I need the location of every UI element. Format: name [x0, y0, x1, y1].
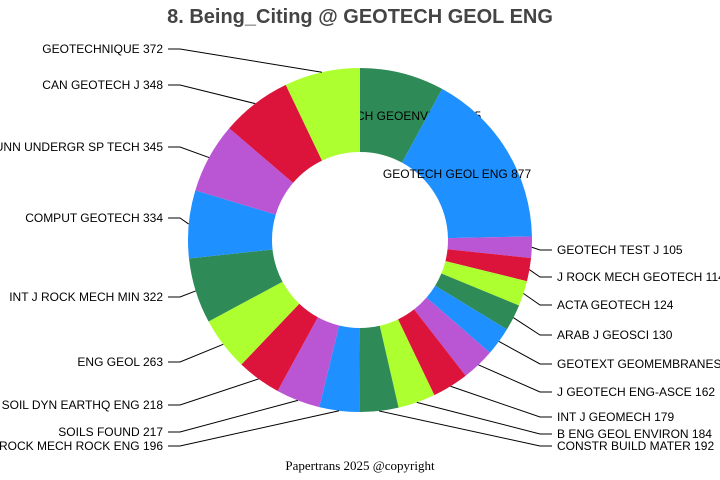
- slice-label: J GEOTECH ENG-ASCE 162: [557, 385, 715, 399]
- donut-slice: [445, 249, 532, 282]
- slice-label: SOIL DYN EARTHQ ENG 218: [2, 398, 164, 412]
- leader-line: [168, 217, 190, 225]
- leader-line: [168, 290, 196, 298]
- donut-slice: [285, 68, 360, 161]
- donut-slice: [414, 297, 490, 376]
- slice-label: J ROCK MECH GEOTECH 114: [557, 270, 720, 284]
- donut-slice: [319, 325, 360, 412]
- leader-line: [168, 48, 323, 73]
- slice-label: CAN GEOTECH J 348: [42, 78, 163, 92]
- slice-label: GEOTECHNIQUE 372: [42, 42, 163, 56]
- donut-slice: [195, 128, 294, 215]
- donut-slice: [277, 317, 340, 408]
- donut-slice: [359, 325, 399, 412]
- leader-line: [498, 341, 552, 365]
- donut-slice: [379, 319, 435, 408]
- slice-label: GEOTECH GEOL ENG 877: [383, 167, 532, 181]
- slice-label: ROCK MECH ROCK ENG 196: [0, 439, 163, 453]
- slice-label: B ENG GEOL ENVIRON 184: [557, 427, 712, 441]
- donut-slice: [426, 285, 507, 353]
- donut-slice: [447, 236, 532, 259]
- leader-line: [168, 410, 340, 447]
- slice-label: ARAB J GEOSCI 130: [557, 328, 673, 342]
- leader-line: [416, 401, 552, 435]
- leader-line: [168, 343, 224, 363]
- donut-slice: [402, 88, 532, 239]
- donut-slice: [398, 309, 466, 396]
- donut-slice: [208, 281, 300, 365]
- donut-slice: [441, 261, 527, 306]
- leader-line: [513, 317, 552, 336]
- leader-line: [478, 364, 552, 393]
- slice-label: ENG GEOL 263: [77, 355, 163, 369]
- donut-slice: [188, 249, 283, 322]
- leader-line: [168, 399, 299, 433]
- leader-line: [450, 385, 552, 418]
- donut-slice: [241, 303, 318, 391]
- slice-label: ACTA GEOTECH 124: [557, 298, 674, 312]
- donut-slice: [229, 84, 323, 183]
- leader-line: [168, 84, 256, 105]
- leader-line: [168, 146, 210, 159]
- chart-title: 8. Being_Citing @ GEOTECH GEOL ENG: [167, 6, 553, 28]
- leader-line: [378, 410, 552, 447]
- slice-label: COMPUT GEOTECH 334: [25, 211, 163, 225]
- slice-label: GEOTECH TEST J 105: [557, 243, 683, 257]
- leader-line: [531, 246, 552, 251]
- slice-label: GEOTEXT GEOMEMBRANES 140: [557, 357, 720, 371]
- leader-line: [529, 269, 552, 278]
- donut-slice: [360, 68, 443, 163]
- slice-label: CONSTR BUILD MATER 192: [557, 439, 714, 453]
- slice-label: INT J GEOMECH 179: [557, 410, 674, 424]
- slice-label: INT J ROCK MECH MIN 322: [9, 290, 163, 304]
- slice-label: SOILS FOUND 217: [58, 425, 163, 439]
- leader-line: [168, 378, 259, 406]
- leader-line: [523, 293, 552, 306]
- copyright-footer: Papertrans 2025 @copyright: [285, 458, 435, 473]
- donut-slice: [188, 190, 276, 259]
- donut-slice: [435, 273, 520, 330]
- slice-label: TUNN UNDERGR SP TECH 345: [0, 140, 163, 154]
